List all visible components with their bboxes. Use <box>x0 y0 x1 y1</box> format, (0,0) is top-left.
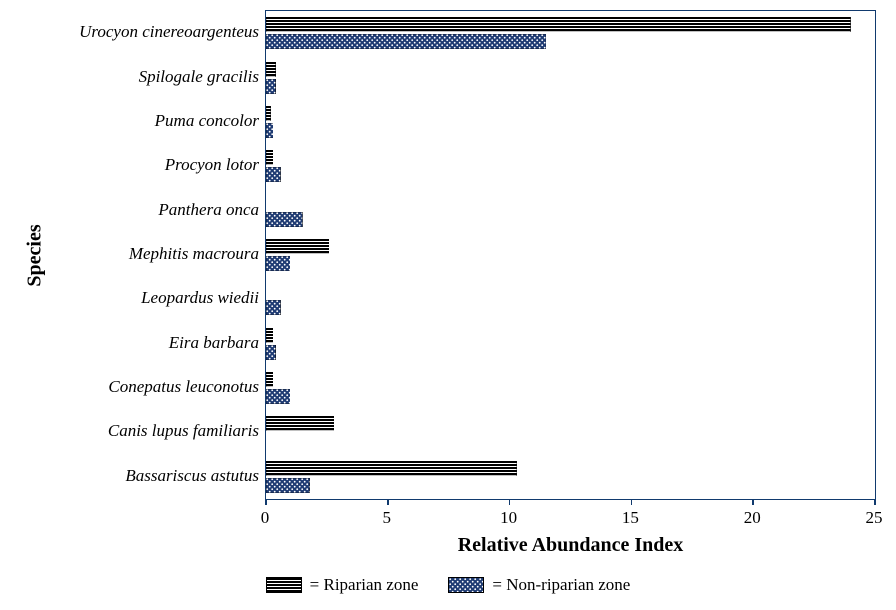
x-axis-tick <box>631 499 633 505</box>
bar-nonriparian <box>266 212 303 227</box>
legend-label-riparian: = Riparian zone <box>310 575 419 595</box>
y-axis-category-label: Leopardus wiedii <box>141 288 259 308</box>
x-axis-row: 0510152025 <box>20 508 876 532</box>
bar-riparian <box>266 62 276 77</box>
legend-item-riparian: = Riparian zone <box>266 575 419 595</box>
y-axis-category-label: Procyon lotor <box>165 155 259 175</box>
legend: = Riparian zone = Non-riparian zone <box>20 575 876 595</box>
y-axis-category-label: Canis lupus familiaris <box>108 421 259 441</box>
bar-nonriparian <box>266 123 273 138</box>
bar-nonriparian <box>266 256 290 271</box>
x-axis-tick-label: 5 <box>383 508 392 528</box>
bar-nonriparian <box>266 167 281 182</box>
bar-nonriparian <box>266 300 281 315</box>
legend-item-nonriparian: = Non-riparian zone <box>448 575 630 595</box>
y-axis-category-label: Puma concolor <box>155 111 259 131</box>
x-axis-tick <box>265 499 267 505</box>
y-axis-title-container: Species <box>20 10 50 500</box>
y-axis-category-label: Eira barbara <box>169 333 259 353</box>
dots-swatch-icon <box>448 577 484 593</box>
y-axis-category-label: Bassariscus astutus <box>125 466 259 486</box>
bar-riparian <box>266 106 271 121</box>
x-axis-tick-labels: 0510152025 <box>265 508 876 532</box>
bar-riparian <box>266 461 517 476</box>
x-axis-tick-label: 0 <box>261 508 270 528</box>
x-axis-tick <box>509 499 511 505</box>
bar-nonriparian <box>266 389 290 404</box>
bar-nonriparian <box>266 79 276 94</box>
plot-row: Species Urocyon cinereoargenteus Spilogal… <box>20 10 876 500</box>
bar-nonriparian <box>266 478 310 493</box>
x-axis-tick-label: 15 <box>622 508 639 528</box>
bar-riparian <box>266 150 273 165</box>
y-axis-labels: Urocyon cinereoargenteus Spilogale gracil… <box>50 10 265 500</box>
bar-nonriparian <box>266 345 276 360</box>
x-axis-tick <box>874 499 876 505</box>
plot-area <box>265 10 876 500</box>
y-axis-category-label: Panthera onca <box>158 200 259 220</box>
x-axis-title-row: Relative Abundance Index <box>20 534 876 557</box>
x-axis-tick <box>387 499 389 505</box>
bar-riparian <box>266 328 273 343</box>
x-axis-tick-label: 20 <box>744 508 761 528</box>
x-axis-tick-label: 10 <box>500 508 517 528</box>
bar-riparian <box>266 17 851 32</box>
stripes-swatch-icon <box>266 577 302 593</box>
y-axis-category-label: Mephitis macroura <box>129 244 259 264</box>
bar-nonriparian <box>266 34 546 49</box>
y-axis-category-label: Urocyon cinereoargenteus <box>79 22 259 42</box>
chart-container: Species Urocyon cinereoargenteus Spilogal… <box>0 0 896 610</box>
y-axis-category-label: Conepatus leuconotus <box>108 377 259 397</box>
x-axis-title: Relative Abundance Index <box>265 534 876 557</box>
x-axis-tick-label: 25 <box>866 508 883 528</box>
x-axis-tick <box>752 499 754 505</box>
y-axis-category-label: Spilogale gracilis <box>139 67 259 87</box>
legend-label-nonriparian: = Non-riparian zone <box>492 575 630 595</box>
bar-riparian <box>266 372 273 387</box>
bar-riparian <box>266 416 334 431</box>
bar-riparian <box>266 239 329 254</box>
y-axis-title: Species <box>24 224 47 286</box>
